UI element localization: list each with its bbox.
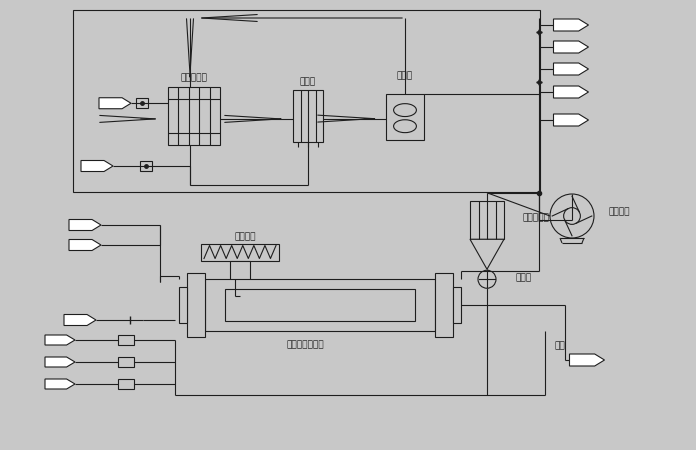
Bar <box>230 261 250 283</box>
Bar <box>140 161 152 171</box>
Text: 袋式除尘器: 袋式除尘器 <box>523 213 549 222</box>
Text: 产品: 产品 <box>555 342 565 351</box>
Polygon shape <box>64 315 96 325</box>
Polygon shape <box>99 98 131 109</box>
Text: 加料绞龙: 加料绞龙 <box>235 232 255 241</box>
Polygon shape <box>553 19 589 31</box>
Bar <box>179 287 187 323</box>
Bar <box>73 10 540 192</box>
Bar <box>386 94 424 140</box>
Bar <box>136 98 148 108</box>
Polygon shape <box>470 239 504 269</box>
Bar <box>187 273 205 337</box>
Text: 表冷器: 表冷器 <box>397 72 413 81</box>
Polygon shape <box>45 379 75 389</box>
Polygon shape <box>553 114 589 126</box>
Text: 桨叶干燥冷却机: 桨叶干燥冷却机 <box>286 341 324 350</box>
Polygon shape <box>569 354 605 366</box>
Bar <box>233 282 247 296</box>
Bar <box>201 243 279 261</box>
Polygon shape <box>553 86 589 98</box>
Bar <box>118 335 134 345</box>
Text: 关风器: 关风器 <box>516 274 532 283</box>
Polygon shape <box>553 63 589 75</box>
Text: 蒸汽换热器: 蒸汽换热器 <box>180 73 207 82</box>
Bar <box>118 357 134 367</box>
Polygon shape <box>45 335 75 345</box>
Circle shape <box>564 207 580 225</box>
Bar <box>470 201 504 239</box>
Polygon shape <box>69 239 101 251</box>
Polygon shape <box>81 161 113 171</box>
Polygon shape <box>45 357 75 367</box>
Bar <box>453 287 461 323</box>
Polygon shape <box>553 41 589 53</box>
Bar <box>118 379 134 389</box>
Polygon shape <box>69 220 101 230</box>
Circle shape <box>478 270 496 288</box>
Text: 循环风机: 循环风机 <box>608 207 630 216</box>
Bar <box>168 87 220 145</box>
Bar <box>225 289 415 321</box>
Bar <box>205 279 435 331</box>
Text: 除雾器: 除雾器 <box>300 77 316 86</box>
Bar <box>293 90 323 142</box>
Bar <box>435 273 453 337</box>
Circle shape <box>550 194 594 238</box>
